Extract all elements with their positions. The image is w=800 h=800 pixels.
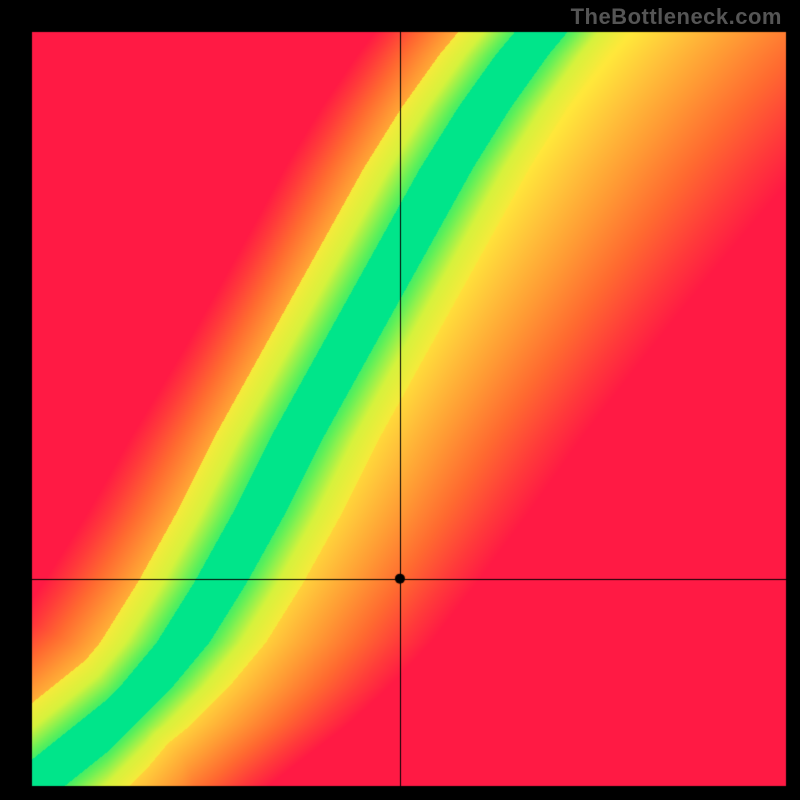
bottleneck-heatmap xyxy=(0,0,800,800)
chart-container: { "watermark": { "text": "TheBottleneck.… xyxy=(0,0,800,800)
watermark-text: TheBottleneck.com xyxy=(571,4,782,30)
